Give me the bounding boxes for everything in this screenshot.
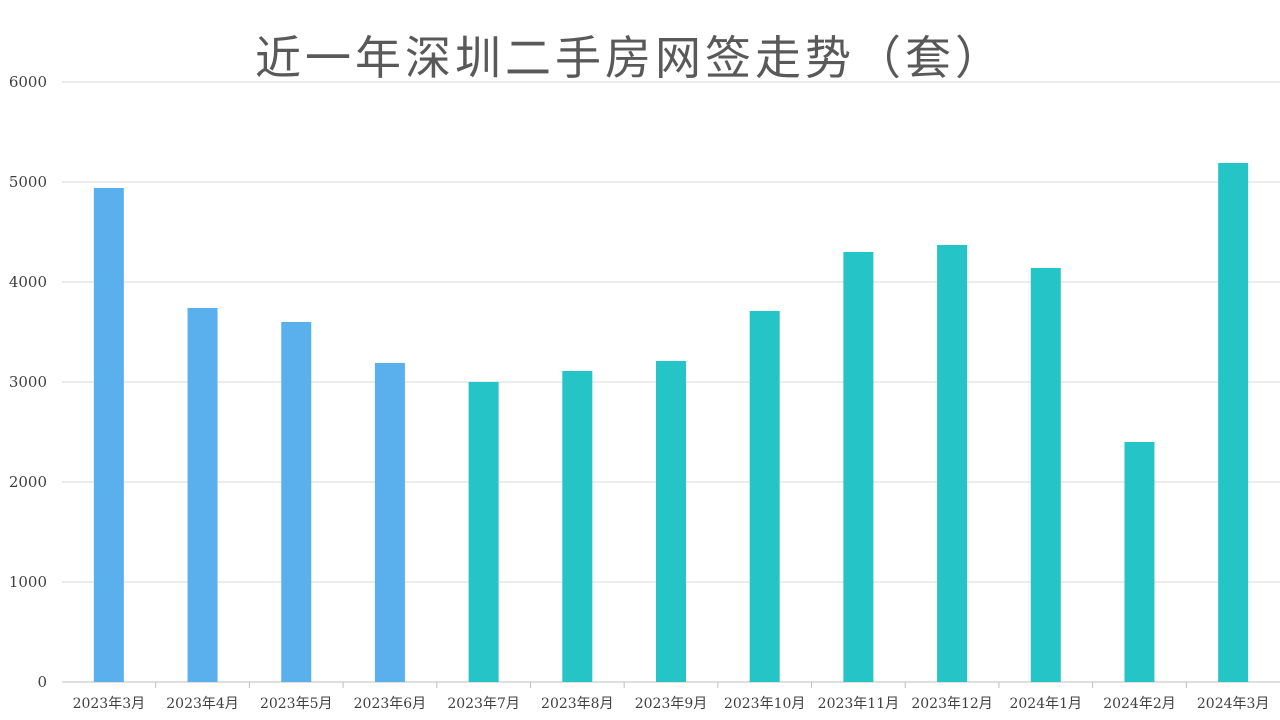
bar bbox=[656, 361, 686, 682]
x-tick-label: 2024年2月 bbox=[1103, 696, 1176, 712]
x-tick-label: 2023年9月 bbox=[635, 696, 708, 712]
y-tick-label: 0 bbox=[37, 673, 47, 691]
bar bbox=[749, 311, 780, 682]
bar bbox=[1124, 442, 1155, 682]
x-tick-label: 2023年3月 bbox=[73, 696, 146, 712]
bar bbox=[843, 252, 874, 682]
bar bbox=[562, 371, 593, 682]
bar bbox=[93, 188, 124, 682]
x-tick-label: 2023年4月 bbox=[166, 696, 239, 712]
x-tick-label: 2024年3月 bbox=[1197, 696, 1270, 712]
x-tick-label: 2023年12月 bbox=[911, 696, 992, 712]
x-tick-label: 2023年11月 bbox=[818, 696, 899, 712]
x-tick-label: 2023年8月 bbox=[541, 696, 614, 712]
x-tick-label: 2024年1月 bbox=[1009, 696, 1082, 712]
bar bbox=[937, 245, 968, 682]
x-tick-label: 2023年6月 bbox=[354, 696, 427, 712]
bar bbox=[1218, 163, 1249, 682]
y-tick-label: 5000 bbox=[9, 173, 47, 191]
bar bbox=[187, 308, 218, 682]
x-tick-label: 2023年10月 bbox=[724, 696, 805, 712]
bar bbox=[374, 363, 405, 682]
bar bbox=[468, 382, 499, 682]
y-tick-label: 3000 bbox=[9, 373, 47, 391]
y-tick-label: 2000 bbox=[9, 473, 47, 491]
y-tick-label: 4000 bbox=[9, 273, 47, 291]
y-tick-label: 6000 bbox=[9, 73, 47, 91]
x-tick-label: 2023年5月 bbox=[260, 696, 333, 712]
chart-title: 近一年深圳二手房网签走势（套） bbox=[255, 31, 1005, 85]
bar bbox=[281, 322, 312, 682]
y-tick-label: 1000 bbox=[9, 573, 47, 591]
bar bbox=[1030, 268, 1061, 682]
x-tick-label: 2023年7月 bbox=[447, 696, 520, 712]
